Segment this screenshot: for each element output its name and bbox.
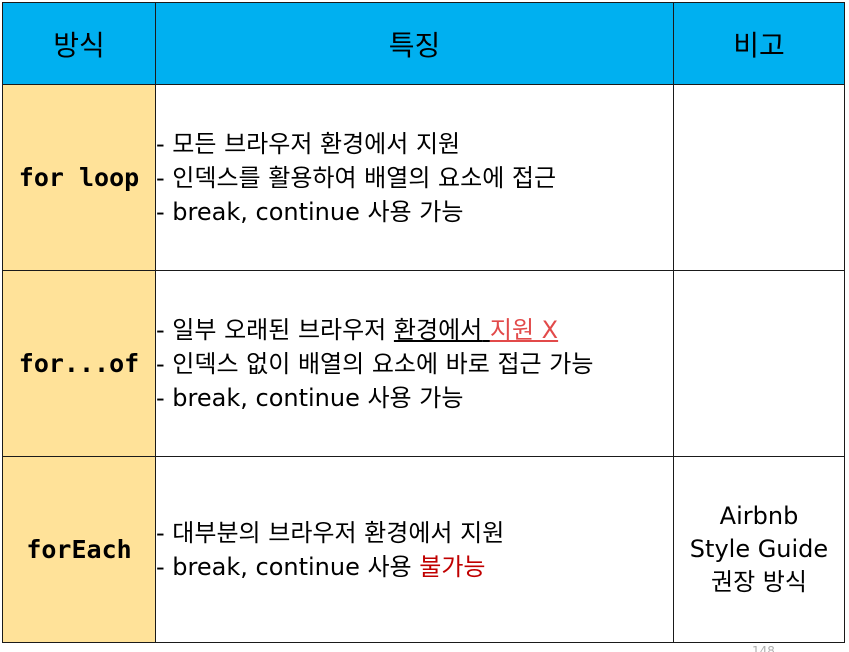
- method-cell-foreach: forEach: [2, 456, 156, 643]
- method-cell-for-loop: for loop: [2, 84, 156, 271]
- feature-line: - 대부분의 브라우저 환경에서 지원: [156, 518, 505, 547]
- header-method: 방식: [2, 2, 156, 85]
- table-header-row: 방식 특징 비고: [2, 2, 845, 85]
- feature-line: - break, continue 사용 불가능: [156, 550, 673, 584]
- note-line: 권장 방식: [711, 568, 807, 596]
- header-feature: 특징: [155, 2, 674, 85]
- feature-line: - break, continue 사용 가능: [156, 383, 464, 412]
- feature-line: - break, continue 사용 가능: [156, 197, 464, 226]
- note-line: Style Guide: [689, 535, 829, 563]
- feature-highlight-text: 불가능: [419, 552, 486, 581]
- note-cell-for-of: [673, 270, 845, 457]
- feature-cell-foreach: - 대부분의 브라우저 환경에서 지원 - break, continue 사용…: [155, 456, 674, 643]
- feature-highlight-text: 지원 X: [489, 315, 559, 344]
- feature-text: - 일부 오래된 브라우저: [156, 315, 394, 344]
- table-row-for-of: for...of - 일부 오래된 브라우저 환경에서 지원 X - 인덱스 없…: [2, 270, 845, 457]
- page-number: 148: [752, 644, 775, 652]
- feature-line: - 일부 오래된 브라우저 환경에서 지원 X: [156, 313, 673, 347]
- feature-cell-for-loop: - 모든 브라우저 환경에서 지원 - 인덱스를 활용하여 배열의 요소에 접근…: [155, 84, 674, 271]
- method-cell-for-of: for...of: [2, 270, 156, 457]
- feature-line: - 인덱스 없이 배열의 요소에 바로 접근 가능: [156, 349, 594, 378]
- table-row-foreach: forEach - 대부분의 브라우저 환경에서 지원 - break, con…: [2, 456, 845, 643]
- comparison-table: 방식 특징 비고 for loop - 모든 브라우저 환경에서 지원 - 인덱…: [2, 2, 845, 643]
- feature-text: - break, continue 사용: [156, 552, 420, 581]
- note-line: Airbnb: [719, 502, 799, 530]
- note-cell-for-loop: [673, 84, 845, 271]
- table-row-for-loop: for loop - 모든 브라우저 환경에서 지원 - 인덱스를 활용하여 배…: [2, 84, 845, 271]
- feature-cell-for-of: - 일부 오래된 브라우저 환경에서 지원 X - 인덱스 없이 배열의 요소에…: [155, 270, 674, 457]
- feature-underlined-text: 환경에서: [393, 315, 483, 344]
- note-cell-foreach: Airbnb Style Guide 권장 방식: [673, 456, 845, 643]
- feature-space: [482, 316, 490, 344]
- feature-line: - 모든 브라우저 환경에서 지원: [156, 129, 461, 158]
- header-note: 비고: [673, 2, 845, 85]
- feature-line: - 인덱스를 활용하여 배열의 요소에 접근: [156, 163, 557, 192]
